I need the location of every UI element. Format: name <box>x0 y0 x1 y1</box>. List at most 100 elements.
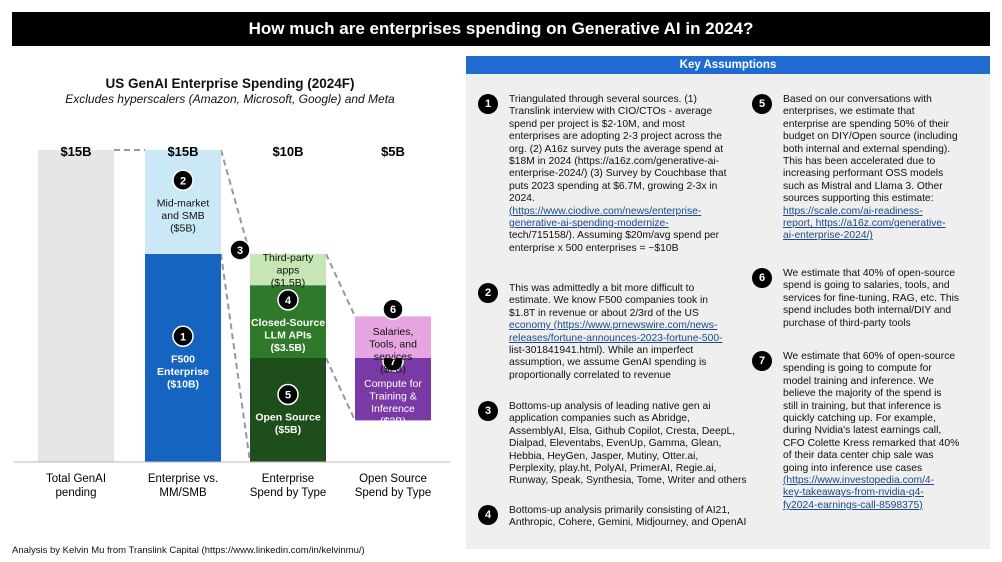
assumption-line: assumption, we assume GenAI spending is <box>509 357 707 369</box>
column-total-label: $5B <box>381 144 405 159</box>
column-total-label: $15B <box>60 144 91 159</box>
segment-badge <box>277 289 299 311</box>
segment-badge <box>172 325 194 347</box>
assumption-line: enterprise-2024/) (3) Survey by Couchbas… <box>509 168 727 180</box>
assumption-line: increasing performant OSS models <box>783 168 944 180</box>
assumption-line: enterprises, we estimate that <box>783 106 915 118</box>
assumption-line: services for fine-tuning, RAG, etc. This <box>783 292 960 304</box>
assumption-line: Anthropic, Cohere, Gemini, Midjourney, a… <box>509 517 747 529</box>
category-label: Open Source <box>359 473 427 485</box>
segment-label: Training & <box>369 391 416 403</box>
assumption-link[interactable]: fy2024-earnings-call-8598375) <box>783 499 923 511</box>
assumption-line: going into inference use cases <box>783 462 923 474</box>
assumption-line: Bottoms-up analysis primarily consisting… <box>509 505 730 516</box>
assumption-number: 2 <box>478 283 498 303</box>
assumption-number: 6 <box>752 268 772 288</box>
assumption-link[interactable]: (https://www.investopedia.com/4- <box>783 475 935 487</box>
assumption-line: application companies such as Abridge, <box>509 413 690 425</box>
assumption-line: Perplexity, play.ht, PolyAI, PrimerAI, R… <box>509 463 717 475</box>
assumption-link[interactable]: economy (https://www.prnewswire.com/news… <box>509 320 718 332</box>
assumption-text: Based on our conversations with enterpri… <box>783 94 958 243</box>
assumption-text: Bottoms-up analysis of leading native ge… <box>509 401 747 488</box>
segment-label: LLM APIs <box>264 329 312 341</box>
assumption-line: Dialpad, Eleventabs, EvenUp, Gamma, Glea… <box>509 438 722 450</box>
assumption-line: This has been accelerated due to <box>783 156 936 168</box>
chart-title: US GenAI Enterprise Spending (2024F) <box>105 76 355 91</box>
segment-label: and SMB <box>161 210 204 222</box>
assumption-number: 7 <box>752 351 772 371</box>
assumption-link[interactable]: releases/fortune-announces-2023-fortune-… <box>509 332 723 344</box>
bar-segment-f500 <box>145 254 221 462</box>
segment-label: services <box>374 351 413 363</box>
assumption-text: Bottoms-up analysis primarily consisting… <box>509 505 746 530</box>
assumption-line: We estimate that 40% of open-source <box>783 268 956 279</box>
assumption-line: Triangulated through several sources. (1… <box>509 94 697 105</box>
segment-label: Salaries, <box>373 326 414 338</box>
segment-label: ($3B) <box>380 416 406 428</box>
assumption-line: spend per project is $2-10M, and most <box>509 118 685 130</box>
assumption-line: still in training, but that inference is <box>783 400 941 412</box>
segment-badge-number: 5 <box>285 390 291 402</box>
assumption-line: enterprises are adopting 2-3 project acr… <box>509 131 722 143</box>
assumption-line: of their data center chip sale was <box>783 450 934 462</box>
key-assumptions-panel: Key Assumptions 1 Triangulated through s… <box>466 56 990 549</box>
category-label: Total GenAI <box>46 473 106 485</box>
assumption-line: Bottoms-up analysis of leading native ge… <box>509 401 711 412</box>
assumption-link[interactable]: (https://www.ciodive.com/news/enterprise… <box>509 205 702 217</box>
category-label: Enterprise vs. <box>148 473 218 485</box>
segment-label: ($2B) <box>380 364 406 376</box>
assumption-line: list-301841941.html). While an imperfect <box>509 345 694 357</box>
segment-badge <box>277 383 299 406</box>
assumption-line: Runway, Speak, Synthesia, Tome, Writer a… <box>509 475 747 487</box>
segment-label: ($3.5B) <box>270 342 305 354</box>
assumption-line: both internal and external spending). <box>783 143 951 155</box>
assumption-line: Translink interview with CIO/CTOs - aver… <box>509 106 713 118</box>
assumption-line: enterprise are spending 50% of their <box>783 118 949 130</box>
connector-line <box>325 253 356 317</box>
assumption-text: Triangulated through several sources. (1… <box>509 94 727 255</box>
assumption-line: estimate. We know F500 companies took in <box>509 295 708 307</box>
footer-credit: Analysis by Kelvin Mu from Translink Cap… <box>12 545 365 556</box>
segment-badge-number: 2 <box>180 175 186 187</box>
connector-line <box>220 149 251 255</box>
segment-badge <box>382 298 404 320</box>
page-title: How much are enterprises spending on Gen… <box>12 12 990 46</box>
bar-segment-salaries <box>355 316 431 358</box>
segment-label: Open Source <box>255 412 321 424</box>
segment-label: F500 <box>171 353 195 365</box>
connector-line <box>220 253 251 463</box>
segment-label: ($10B) <box>167 378 199 390</box>
assumption-link[interactable]: generative-ai-spending-modernize- <box>509 218 669 230</box>
assumption-line: quickly catching up. For example, <box>783 413 936 425</box>
assumption-number: 5 <box>752 94 772 114</box>
assumption-line: spend includes both internal/DIY and <box>783 305 952 317</box>
column-total-label: $10B <box>272 144 303 159</box>
assumption-text: We estimate that 40% of open-source spen… <box>783 268 959 330</box>
assumption-link[interactable]: key-takeaways-from-nvidia-q4- <box>783 487 924 499</box>
assumption-text: This was admittedly a bit more difficult… <box>509 283 723 382</box>
assumption-line: This was admittedly a bit more difficult… <box>509 283 695 294</box>
assumption-number: 1 <box>478 94 498 114</box>
assumption-line: tech/715158/). Assuming $20m/avg spend p… <box>509 230 720 242</box>
assumption-link[interactable]: ai-enterprise-2024/) <box>783 230 873 242</box>
category-label: pending <box>56 487 97 499</box>
segment-badge-number: 6 <box>390 304 396 316</box>
assumption-line: model training and inference. We <box>783 375 934 387</box>
assumption-link[interactable]: report, https://a16z.com/generative- <box>783 218 946 230</box>
assumption-line: sources supporting this estimate: <box>783 193 934 205</box>
segment-label: Tools, and <box>369 339 417 351</box>
bar-segment-total <box>38 150 114 462</box>
assumption-line: CFO Colette Kress remarked that 40% <box>783 437 960 449</box>
assumption-number: 3 <box>478 401 498 421</box>
assumption-line: AssemblyAI, Elsa, Github Copilot, Cresta… <box>509 425 736 437</box>
segment-badge <box>172 169 194 191</box>
assumption-line: 2024. <box>509 193 535 205</box>
segment-badge-number: 4 <box>285 295 292 307</box>
category-label: Enterprise <box>262 473 314 485</box>
assumption-line: puts 2023 spending at $6.7M, growing 2-3… <box>509 180 718 192</box>
assumption-link[interactable]: https://scale.com/ai-readiness- <box>783 205 923 217</box>
assumption-line: We estimate that 60% of open-source <box>783 351 956 362</box>
segment-label: apps <box>277 264 300 276</box>
segment-label: Compute for <box>364 378 422 390</box>
